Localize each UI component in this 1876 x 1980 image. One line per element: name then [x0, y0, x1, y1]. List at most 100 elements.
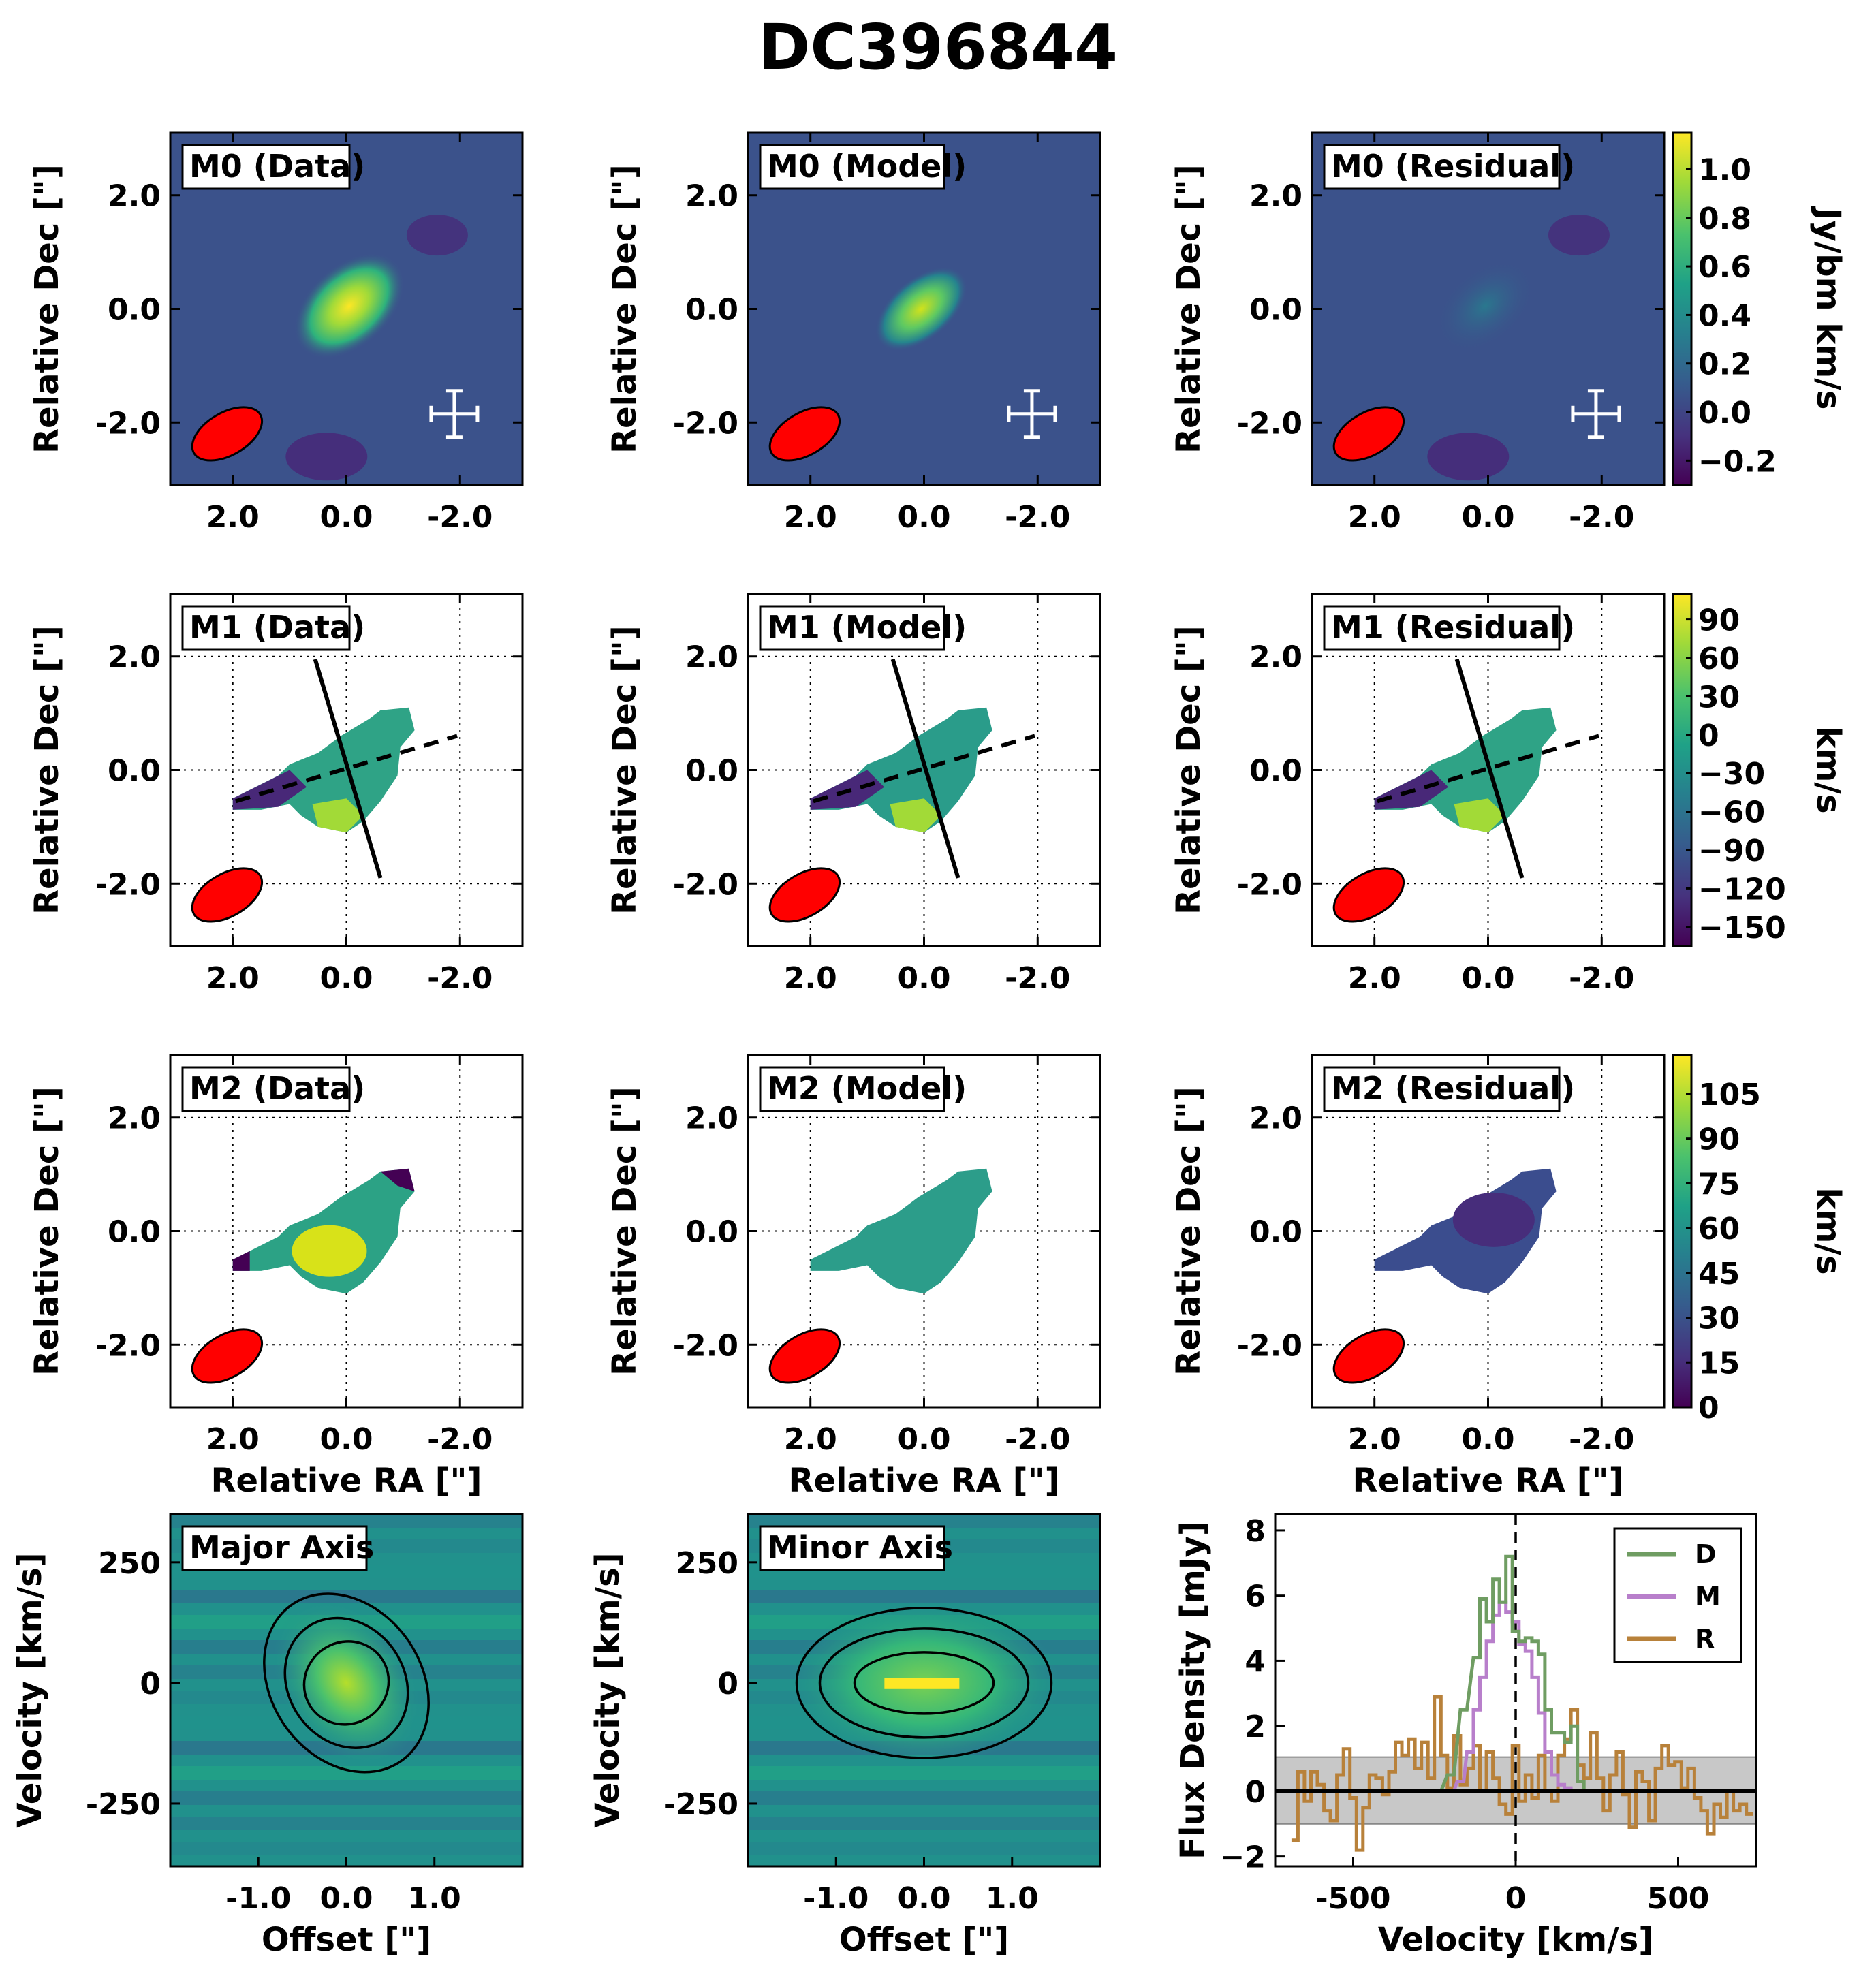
x-axis-label: Velocity [km/s] — [1378, 1921, 1653, 1959]
y-axis-label: Relative Dec ["] — [606, 1086, 644, 1376]
figure-title: DC396844 — [758, 11, 1118, 84]
noise-blob — [1427, 433, 1510, 481]
pv-diagram-panels: Major Axis -1.0 0.0 1.0 250 0 -250 Velocity [km… — [11, 1513, 1101, 1959]
y-tick-label: -2.0 — [673, 867, 738, 902]
minor-axis-line — [1377, 734, 1599, 804]
colorbar-tick-label: 0.6 — [1698, 250, 1751, 285]
map-panel: M0 (Model) 2.0 2.0 0.0 0.0 -2.0 -2.0 Relative D… — [606, 131, 1101, 535]
spectrum-series-M — [1447, 1600, 1584, 1793]
dispersion-peak — [292, 1225, 367, 1277]
mask-edge — [380, 1168, 415, 1192]
panel-label-text: M0 (Model) — [767, 148, 967, 185]
panel-label-box — [181, 605, 351, 651]
emission-blob — [294, 253, 405, 359]
residual-ring — [1435, 259, 1536, 353]
colorbar-tick-label: 1.0 — [1698, 153, 1751, 187]
minor-axis-line — [813, 734, 1035, 804]
x-tick-label: 2.0 — [206, 961, 260, 996]
y-tick-label: 0.0 — [108, 293, 161, 328]
colorbar-tick-label: 0.4 — [1698, 298, 1751, 333]
spectrum-series-D — [1434, 1554, 1597, 1793]
panel-label-text: M1 (Residual) — [1331, 609, 1575, 646]
x-tick-label: -1.0 — [803, 1881, 869, 1916]
x-tick-label: 0.0 — [1462, 961, 1515, 996]
noise-blob — [1548, 215, 1610, 256]
x-tick-label: 1.0 — [986, 1881, 1039, 1916]
map-panel: M0 (Data) 2.0 2.0 0.0 0.0 -2.0 -2.0 Relative De… — [28, 131, 524, 535]
colorbar-tick-label: 60 — [1698, 642, 1740, 676]
map-panel: M2 (Data) 2.0 2.0 0.0 0.0 -2.0 -2.0 Relative De… — [28, 1054, 524, 1500]
x-tick-label: 2.0 — [206, 500, 260, 535]
map-panel: M1 (Residual) 2.0 2.0 0.0 0.0 -2.0 -2.0 Relativ… — [1170, 593, 1666, 996]
colorbar-tick-label: 0.2 — [1698, 347, 1751, 382]
x-axis-label: Relative RA ["] — [788, 1462, 1059, 1500]
y-tick-label: 2.0 — [685, 640, 738, 675]
beam-ellipse — [768, 1328, 841, 1384]
y-tick-label: -250 — [86, 1787, 161, 1822]
panel-label-box — [759, 605, 945, 651]
y-axis-label: Relative Dec ["] — [606, 164, 644, 454]
panel-label: Minor Axis — [759, 1525, 953, 1571]
beam-ellipse — [191, 1328, 264, 1384]
x-axis-label: Offset ["] — [262, 1921, 431, 1959]
y-tick-label: 0.0 — [108, 1215, 161, 1250]
x-tick-label: 1.0 — [408, 1881, 461, 1916]
map-panel: M0 (Residual) 2.0 2.0 0.0 0.0 -2.0 -2.0 Relativ… — [1170, 131, 1666, 535]
colorbar — [1672, 131, 1693, 486]
x-tick-label: 0.0 — [1462, 1422, 1515, 1457]
panel-label: M0 (Data) — [181, 144, 365, 190]
y-axis-label: Velocity [km/s] — [589, 1552, 627, 1827]
legend-label: R — [1695, 1624, 1715, 1654]
x-tick-label: 0.0 — [320, 961, 373, 996]
panel-label-text: M2 (Model) — [767, 1070, 967, 1107]
panel-label: M2 (Model) — [759, 1066, 967, 1112]
colorbar-tick-label: −30 — [1698, 757, 1765, 791]
x-tick-label: -2.0 — [1569, 961, 1634, 996]
x-tick-label: -2.0 — [427, 1422, 493, 1457]
legend: DMR — [1613, 1527, 1742, 1663]
panel-label-text: M1 (Model) — [767, 609, 967, 646]
x-tick-label: -2.0 — [1569, 500, 1634, 535]
y-tick-label: -2.0 — [673, 406, 738, 441]
colorbar-tick-label: 90 — [1698, 1122, 1740, 1157]
panel-label: M1 (Data) — [181, 605, 365, 651]
y-tick-label: 0 — [717, 1667, 738, 1701]
y-axis-label: Relative Dec ["] — [1170, 164, 1208, 454]
x-tick-label: 2.0 — [1348, 961, 1401, 996]
colorbar-tick-label: 60 — [1698, 1212, 1740, 1246]
map-panel: M2 (Model) 2.0 2.0 0.0 0.0 -2.0 -2.0 Relative D… — [606, 1054, 1101, 1500]
x-tick-label: 0.0 — [320, 500, 373, 535]
colorbar-tick-label: 30 — [1698, 1302, 1740, 1336]
spectrum-plot-area — [1275, 1514, 1756, 1866]
panel-label-text: Major Axis — [189, 1529, 374, 1566]
x-tick-label: -2.0 — [1005, 1422, 1070, 1457]
y-axis-label: Velocity [km/s] — [11, 1552, 49, 1827]
panel-label-text: M2 (Data) — [189, 1070, 365, 1107]
panel-label-box — [181, 1066, 351, 1112]
y-tick-label: 250 — [98, 1546, 161, 1581]
panel-label: M1 (Model) — [759, 605, 967, 651]
y-tick-label: 2.0 — [685, 1101, 738, 1136]
beam-ellipse — [1332, 867, 1405, 923]
pv-panel: Minor Axis -1.0 0.0 1.0 250 0 -250 Velocity [km… — [589, 1513, 1101, 1959]
map-panel: M1 (Data) 2.0 2.0 0.0 0.0 -2.0 -2.0 Relative De… — [28, 593, 524, 996]
beam-ellipse — [191, 406, 264, 462]
beam-ellipse — [1332, 406, 1405, 462]
mask-edge — [232, 1251, 250, 1271]
y-tick-label: 2.0 — [108, 640, 161, 675]
x-tick-label: 2.0 — [1348, 1422, 1401, 1457]
x-tick-label: 0.0 — [1462, 500, 1515, 535]
x-axis-label: Relative RA ["] — [210, 1462, 482, 1500]
colorbar-tick-label: 45 — [1698, 1257, 1740, 1291]
legend-label: M — [1695, 1582, 1721, 1612]
minor-axis-line — [235, 734, 458, 804]
x-tick-label: 0.0 — [320, 1881, 373, 1916]
y-axis-label: Relative Dec ["] — [28, 1086, 66, 1376]
colorbar-tick-label: −0.2 — [1698, 444, 1777, 479]
colorbar-tick-label: 0 — [1698, 719, 1719, 753]
y-tick-label: -2.0 — [673, 1328, 738, 1363]
y-tick-label: 0.0 — [108, 754, 161, 789]
colorbar-tick-label: 105 — [1698, 1078, 1761, 1112]
pv-noise-stripe — [748, 1590, 1100, 1603]
